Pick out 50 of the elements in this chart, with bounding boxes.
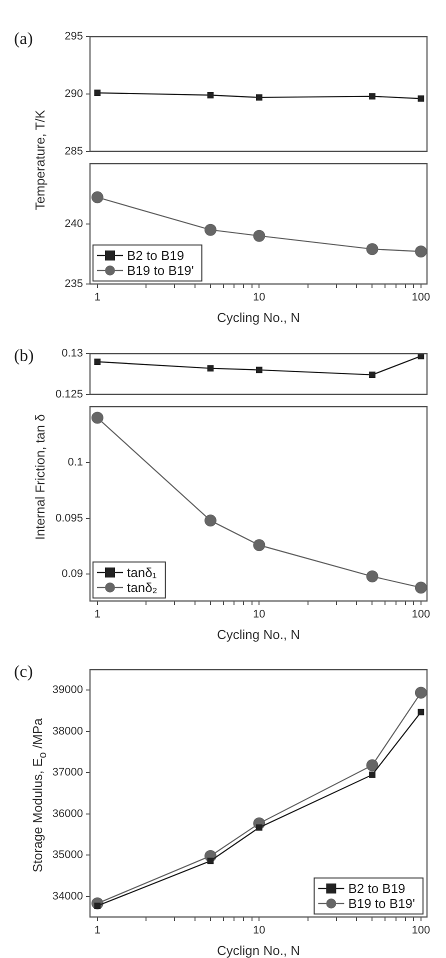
- y-tick-label: 0.095: [55, 512, 83, 524]
- point: [256, 366, 262, 374]
- chart-title: (b): [14, 346, 34, 366]
- point: [256, 824, 262, 831]
- legend-label: B19 to B19': [127, 263, 194, 278]
- y-tick-label: 35000: [52, 849, 83, 862]
- point: [94, 358, 101, 365]
- y-tick-label: 39000: [52, 684, 83, 696]
- y-tick-label: 0.1: [68, 456, 83, 468]
- point: [253, 230, 266, 242]
- legend-label: B2 to B19: [127, 248, 184, 264]
- y-tick-label: 0.125: [55, 388, 83, 400]
- x-tick-label: 1: [94, 608, 100, 621]
- x-axis-title: Cycling No., N: [216, 626, 300, 642]
- x-axis-title: Cycling No., N: [216, 310, 300, 325]
- y-tick-label: 37000: [52, 766, 83, 779]
- point: [414, 245, 427, 258]
- x-tick-label: 10: [253, 924, 266, 937]
- x-tick-label: 100: [412, 292, 430, 304]
- legend-label: B19 to B19': [348, 896, 416, 912]
- point: [414, 582, 427, 594]
- x-tick-label: 100: [412, 608, 430, 621]
- x-axis-title: Cyclign No., N: [216, 942, 300, 958]
- x-tick-label: 1: [94, 924, 100, 937]
- y-tick-label: 0.13: [62, 348, 83, 360]
- point: [91, 412, 104, 424]
- point: [91, 191, 104, 204]
- y-tick-label: 285: [64, 145, 83, 158]
- y-tick-label: 36000: [52, 808, 83, 820]
- y-tick-label: 240: [64, 218, 83, 230]
- y-tick-label: 290: [64, 88, 83, 100]
- x-tick-label: 10: [253, 608, 266, 621]
- point: [418, 708, 424, 716]
- y-tick-label: 34000: [52, 890, 83, 902]
- x-tick-label: 10: [253, 292, 266, 304]
- y-tick-label: 295: [64, 30, 83, 43]
- point: [414, 686, 427, 699]
- point: [253, 539, 266, 552]
- y-tick-label: 38000: [52, 725, 83, 738]
- x-tick-label: 1: [94, 292, 100, 304]
- chart-title: (c): [14, 662, 33, 682]
- legend-label: tanδ₂: [127, 580, 158, 596]
- legend-label: B2 to B19: [348, 881, 406, 896]
- y-axis-title: Internal Friction, tan δ: [32, 412, 48, 542]
- x-tick-label: 100: [412, 924, 430, 937]
- y-axis-title: Temperature, T/K: [32, 108, 48, 212]
- y-tick-label: 0.09: [62, 568, 83, 580]
- legend-label: tanδ₁: [127, 565, 158, 580]
- y-tick-label: 235: [64, 278, 83, 290]
- chart-title: (a): [14, 29, 33, 49]
